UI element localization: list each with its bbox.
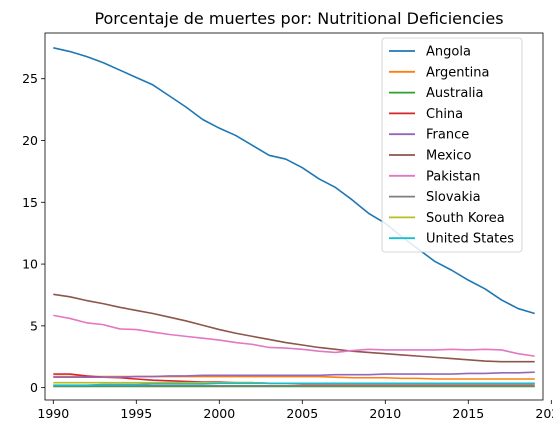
legend-label-united-states: United States — [426, 232, 514, 247]
legend-label-slovakia: Slovakia — [426, 190, 481, 205]
series-line-angola — [53, 47, 535, 315]
series-line-france — [53, 371, 535, 378]
x-tick-label: 2015 — [452, 406, 484, 421]
y-tick-label: 20 — [22, 133, 38, 148]
y-tick-label: 15 — [22, 195, 38, 210]
legend-label-argentina: Argentina — [426, 65, 489, 80]
x-tick-label: 2005 — [286, 406, 318, 421]
y-tick-label: 5 — [30, 318, 38, 333]
y-axis: 0 5 10 15 20 25 — [22, 71, 45, 395]
y-tick-label: 10 — [22, 257, 38, 272]
legend-label-south-korea: South Korea — [426, 211, 505, 226]
x-tick-label: 2000 — [203, 406, 235, 421]
legend-box — [381, 37, 523, 253]
series-line-pakistan — [53, 314, 535, 357]
legend-label-china: China — [426, 107, 463, 122]
x-tick-label: 1995 — [120, 406, 152, 421]
legend-label-pakistan: Pakistan — [426, 169, 480, 184]
y-tick-label: 0 — [30, 380, 38, 395]
plot-lines — [53, 47, 535, 388]
x-tick-label: 2020 — [535, 406, 553, 421]
x-tick-label: 1990 — [37, 406, 69, 421]
series-line-mexico — [53, 293, 535, 363]
legend-label-angola: Angola — [426, 45, 471, 60]
axes-frame — [44, 32, 544, 401]
legend-label-france: France — [426, 128, 469, 143]
series-line-united-states — [53, 382, 535, 386]
legend: Angola Argentina Australia China France Mexic… — [381, 37, 523, 253]
y-tick-label: 25 — [22, 71, 38, 86]
chart-title: Porcentaje de muertes por: Nutritional D… — [94, 9, 503, 28]
legend-label-mexico: Mexico — [426, 149, 471, 164]
x-axis: 1990 1995 2000 2005 2010 2015 2020 — [37, 400, 553, 421]
legend-label-australia: Australia — [426, 86, 484, 101]
x-tick-label: 2010 — [369, 406, 401, 421]
